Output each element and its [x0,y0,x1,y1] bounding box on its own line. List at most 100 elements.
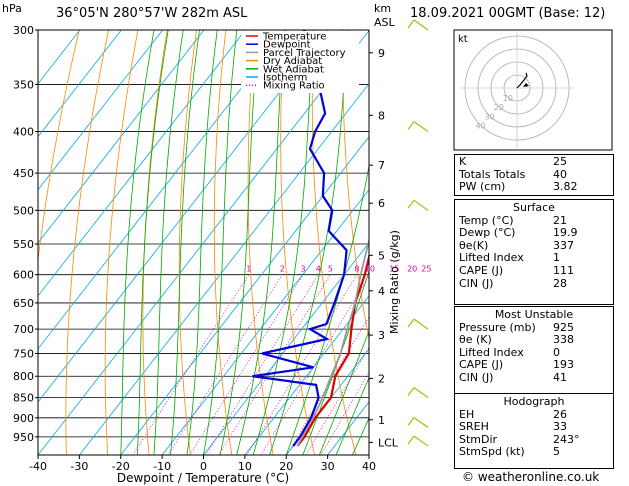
mixing-ratio-label: 25 [421,265,431,274]
wet-adiabat-line [120,30,155,455]
dry-adiabat-line [65,30,109,455]
wet-adiabat-line [136,30,169,455]
k-value: 25 [553,155,567,168]
asl-label: ASL [374,16,395,29]
wind-barb-flag [407,121,415,130]
isotherm-line [285,348,369,455]
hodograph-table: Hodograph EH 26 SREH 33 StmDir 243° StmSpd … [455,395,613,459]
most-unstable-title: Most Unstable [494,308,574,321]
wind-barb [413,387,429,399]
indices-table: K 25 Totals Totals 40 PW (cm) 3.82 [455,155,617,194]
mu-row-value: 338 [553,333,574,347]
wind-barb [413,199,429,211]
legend-label: Isotherm [263,73,307,84]
wet-adiabat-line [269,30,348,455]
isotherm-line [79,83,369,455]
temperature-tick-label: 40 [362,460,376,473]
dry-adiabat-line [213,30,233,455]
dry-adiabat-line [38,30,80,264]
legend-label: Dewpoint [263,40,311,51]
pressure-tick-label: 350 [13,78,34,91]
mu-row-label: θe (K) [459,333,492,347]
wind-barb-flag [407,435,415,445]
pressure-unit-label: hPa [2,2,22,15]
dry-adiabat-line [178,30,197,455]
surface-table: Surface Temp (°C) 21 Dewp (°C) 19.9 θe(K) 3… [455,201,613,290]
wet-adiabat-line [252,30,314,455]
tt-value: 40 [553,167,567,181]
surface-row-value: 28 [553,276,567,290]
dewpoint-curve [252,30,348,447]
surface-row-value: 111 [553,263,574,277]
parcel-trajectory-curve [296,237,369,447]
mu-row-value: 193 [553,358,574,372]
mu-row-value: 0 [553,345,560,359]
hodograph-unit-label: kt [458,34,468,45]
isotherm-line [38,30,329,403]
pressure-tick-label: 700 [13,323,34,336]
surface-row-label: Temp (°C) [459,213,514,227]
km-tick-label: 4 [378,285,385,298]
wet-adiabat-line [186,30,218,455]
surface-row-label: Lifted Index [459,251,524,265]
height-unit-label: km [374,2,392,15]
isotherm-line [120,136,369,455]
pressure-tick-label: 400 [13,126,34,139]
wind-barb [413,435,429,447]
hodograph-frame [453,29,613,151]
temperature-tick-label: -20 [112,460,130,473]
wet-adiabat-line [285,163,369,455]
surface-row-value: 1 [553,251,560,265]
hodograph-ring-label: 10 [503,94,513,103]
hodograph-ring-label: 40 [476,121,486,130]
mixing-ratio-label: 4 [316,265,321,274]
hodograph-ring-label: 30 [485,112,495,121]
legend-label: Parcel Trajectory [263,48,346,59]
km-tick-label: LCL [378,436,399,449]
mu-row-label: CIN (J) [459,370,494,384]
x-axis-title: Dewpoint / Temperature (°C) [117,471,289,485]
wet-adiabat-line [170,30,200,455]
hodo-row-label: StmSpd (kt) [459,445,525,459]
wind-barb-flag [407,318,415,328]
mixing-ratio-label: 20 [407,265,417,274]
wind-barb-flag [407,387,415,396]
hodo-row-value: 243° [553,432,580,446]
credit-footer[interactable]: © weatheronline.co.uk [462,470,600,484]
indices-box [454,154,614,196]
mixing-ratio-line [218,274,331,455]
temperature-tick-label: -30 [70,460,88,473]
pressure-tick-label: 550 [13,238,34,251]
tt-label: Totals Totals [459,167,526,181]
legend-label: Temperature [262,32,326,43]
mixing-ratio-axis-title: Mixing Ratio (g/kg) [388,230,401,334]
pressure-tick-label: 650 [13,297,34,310]
dry-adiabat-line [342,30,369,341]
temperature-tick-label: 0 [200,460,207,473]
km-tick-label: 5 [378,249,385,262]
grid-layer [38,30,369,455]
hodo-row-value: 33 [553,420,567,434]
location-title: 36°05'N 280°57'W 282m ASL [56,6,248,21]
dry-adiabat-line [142,30,168,455]
surface-box: Surface Temp (°C) 21 Dewp (°C) 19.9 θe(K) 3… [454,199,614,305]
surface-row-label: CIN (J) [459,276,494,290]
hodo-row-label: SREH [459,420,489,434]
mixing-ratio-label: 8 [354,265,359,274]
mixing-ratio-line [189,274,304,455]
wind-barb [413,121,429,133]
surface-row-label: CAPE (J) [459,263,504,277]
k-label: K [459,155,467,168]
isotherm-line [38,30,122,138]
mixing-ratio-label: 15 [389,265,399,274]
curves-layer [252,30,369,447]
isotherm-line [244,295,369,455]
temperature-tick-label: -40 [29,460,47,473]
hodo-row-label: StmDir [459,432,498,446]
km-tick-label: 1 [378,414,385,427]
wind-barb [413,318,429,330]
mu-row-label: Lifted Index [459,345,524,359]
hodograph-trace [516,72,528,89]
